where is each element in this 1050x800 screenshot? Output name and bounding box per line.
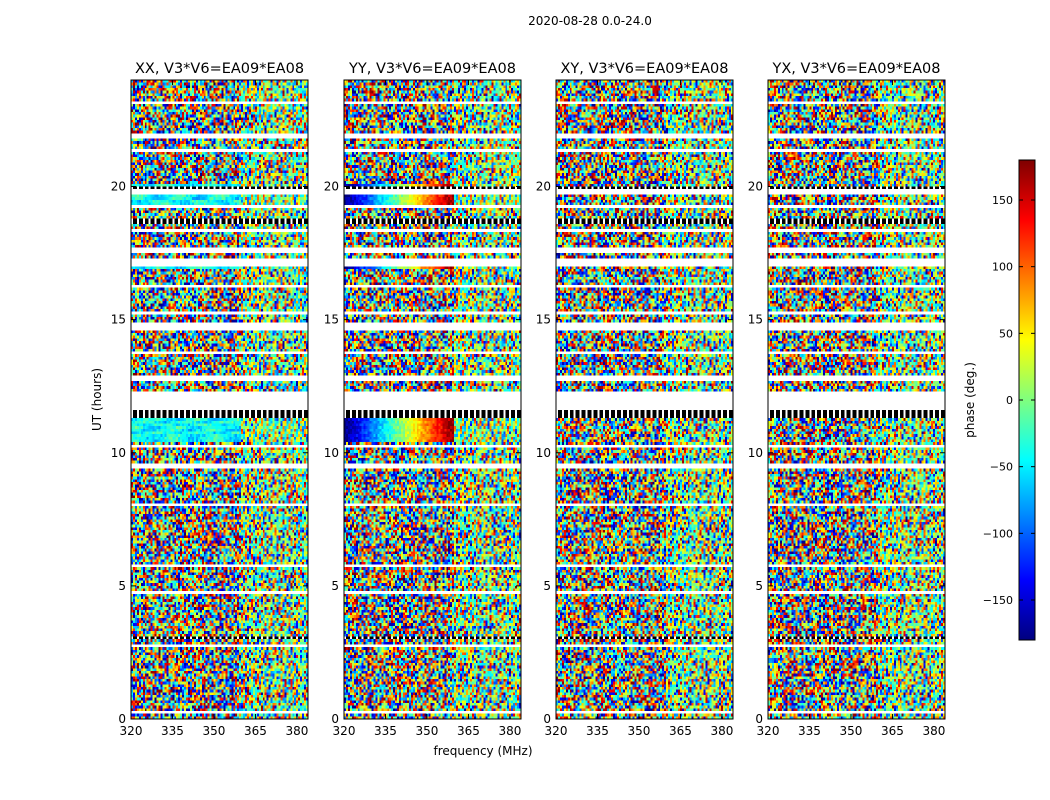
panel-title: XY, V3*V6=EA09*EA08 bbox=[560, 61, 728, 77]
heatmap-image bbox=[556, 80, 733, 719]
y-tick-label: 20 bbox=[324, 180, 339, 194]
y-tick-label: 0 bbox=[543, 712, 551, 726]
x-tick-label: 335 bbox=[586, 724, 609, 738]
x-tick-label: 365 bbox=[244, 724, 267, 738]
x-tick-label: 380 bbox=[922, 724, 945, 738]
x-tick-label: 380 bbox=[498, 724, 521, 738]
colorbar-tick-label: 100 bbox=[992, 261, 1013, 274]
y-tick-label: 0 bbox=[331, 712, 339, 726]
x-tick-label: 380 bbox=[285, 724, 308, 738]
colorbar-tick-label: −100 bbox=[983, 527, 1013, 540]
y-tick-label: 15 bbox=[111, 313, 126, 327]
panel-title: YY, V3*V6=EA09*EA08 bbox=[348, 61, 516, 77]
x-tick-label: 350 bbox=[628, 724, 651, 738]
figure-title: 2020-08-28 0.0-24.0 bbox=[528, 14, 652, 28]
x-tick-label: 380 bbox=[710, 724, 733, 738]
y-tick-label: 15 bbox=[536, 313, 551, 327]
colorbar-label: phase (deg.) bbox=[963, 362, 977, 438]
panel-frame bbox=[343, 79, 522, 720]
x-tick-label: 335 bbox=[374, 724, 397, 738]
y-tick-label: 15 bbox=[324, 313, 339, 327]
panel-xy: XY, V3*V6=EA09*EA08 320 335 350 365 380 0 5 10 15… bbox=[536, 61, 734, 738]
x-tick-label: 335 bbox=[798, 724, 821, 738]
heatmap-image bbox=[131, 80, 308, 719]
colorbar-tick-label: 150 bbox=[992, 194, 1013, 207]
x-tick-label: 320 bbox=[757, 724, 780, 738]
y-tick-label: 5 bbox=[543, 579, 551, 593]
panel-frame bbox=[767, 79, 946, 720]
panel-xx: XX, V3*V6=EA09*EA08 320 335 350 365 380 0 5 10 15… bbox=[111, 61, 309, 738]
panel-frame bbox=[130, 79, 309, 720]
y-tick-label: 20 bbox=[536, 180, 551, 194]
x-tick-label: 365 bbox=[457, 724, 480, 738]
panel-title: XX, V3*V6=EA09*EA08 bbox=[135, 61, 304, 77]
x-tick-label: 320 bbox=[120, 724, 143, 738]
y-tick-label: 10 bbox=[111, 446, 126, 460]
y-tick-label: 5 bbox=[118, 579, 126, 593]
panel-yy: YY, V3*V6=EA09*EA08 320 335 350 365 380 0 5 10 15… bbox=[324, 61, 522, 738]
x-tick-label: 320 bbox=[333, 724, 356, 738]
x-tick-label: 335 bbox=[161, 724, 184, 738]
x-tick-label: 320 bbox=[545, 724, 568, 738]
y-axis-label: UT (hours) bbox=[90, 368, 104, 431]
x-tick-label: 365 bbox=[881, 724, 904, 738]
heatmap-image bbox=[344, 80, 521, 719]
panel-frame bbox=[555, 79, 734, 720]
colorbar-tick-label: −50 bbox=[990, 461, 1013, 474]
colorbar-tick-label: −150 bbox=[983, 594, 1013, 607]
panel-title: YX, V3*V6=EA09*EA08 bbox=[771, 61, 940, 77]
heatmap-image bbox=[768, 80, 945, 719]
y-tick-label: 10 bbox=[748, 446, 763, 460]
panel-yx: YX, V3*V6=EA09*EA08 320 335 350 365 380 0 5 10 15… bbox=[748, 61, 946, 738]
y-tick-label: 5 bbox=[331, 579, 339, 593]
y-tick-label: 0 bbox=[118, 712, 126, 726]
x-tick-label: 365 bbox=[669, 724, 692, 738]
x-tick-label: 350 bbox=[416, 724, 439, 738]
y-tick-label: 0 bbox=[755, 712, 763, 726]
y-tick-label: 20 bbox=[748, 180, 763, 194]
y-tick-label: 10 bbox=[324, 446, 339, 460]
x-tick-label: 350 bbox=[203, 724, 226, 738]
x-tick-label: 350 bbox=[840, 724, 863, 738]
y-tick-label: 10 bbox=[536, 446, 551, 460]
colorbar-tick-label: 0 bbox=[1006, 394, 1013, 407]
x-axis-label: frequency (MHz) bbox=[433, 744, 532, 758]
y-tick-label: 15 bbox=[748, 313, 763, 327]
colorbar: −150 −100 −50 0 50 100 150 phase (deg.) bbox=[963, 159, 1036, 641]
y-tick-label: 5 bbox=[755, 579, 763, 593]
y-tick-label: 20 bbox=[111, 180, 126, 194]
colorbar-tick-label: 50 bbox=[999, 327, 1013, 340]
